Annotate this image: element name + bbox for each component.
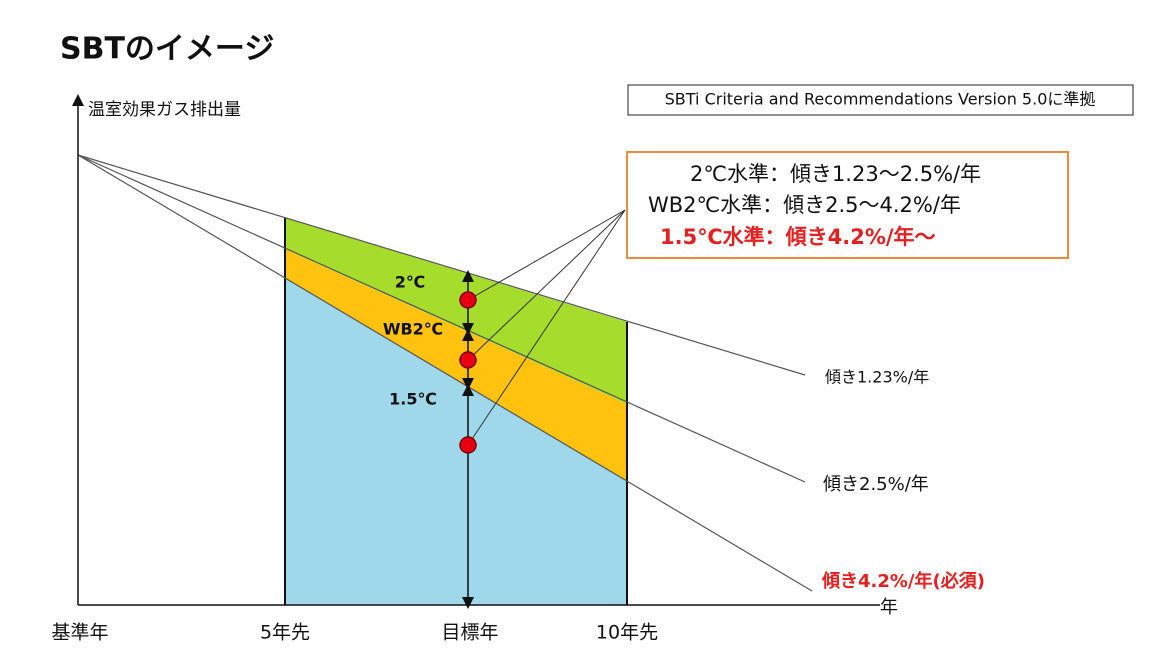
callout-text: 1.5℃水準：傾き4.2%/年～ xyxy=(660,225,936,249)
marker xyxy=(459,291,477,309)
x-label: 基準年 xyxy=(51,622,108,644)
band-label: WB2℃ xyxy=(383,320,443,339)
x-label: 10年先 xyxy=(596,622,658,644)
marker xyxy=(459,351,477,369)
slope-label: 傾き1.23%/年 xyxy=(825,368,929,387)
callout-line xyxy=(467,209,626,301)
callout-box xyxy=(626,151,1069,259)
callout-line xyxy=(467,209,626,361)
y-axis-label: 温室効果ガス排出量 xyxy=(88,100,241,120)
band-label: 2℃ xyxy=(395,273,426,292)
x-label: 5年先 xyxy=(260,622,310,644)
x-label: 目標年 xyxy=(441,622,498,644)
callout-line xyxy=(467,209,626,446)
band-wb2c xyxy=(285,249,627,481)
markers xyxy=(459,291,477,454)
band-2c xyxy=(285,218,627,404)
callout-text: WB2℃水準：傾き2.5～4.2%/年 xyxy=(648,193,961,217)
slope-label: 傾き4.2%/年(必須) xyxy=(821,570,985,592)
x-axis-label: 年 xyxy=(880,597,898,618)
marker xyxy=(459,436,477,454)
slope-lines xyxy=(77,154,813,592)
callout-lines xyxy=(467,209,626,446)
slope-line xyxy=(77,154,813,592)
band-15c xyxy=(285,278,627,605)
slope-line xyxy=(77,154,806,376)
note: SBTi Criteria and Recommendations Versio… xyxy=(665,90,1096,109)
slope-line xyxy=(77,154,806,483)
note-box xyxy=(627,84,1134,116)
band-label: 1.5℃ xyxy=(389,390,437,409)
title: SBTのイメージ xyxy=(60,32,274,67)
callout-text: 2℃水準：傾き1.23～2.5%/年 xyxy=(690,162,981,186)
slope-label: 傾き2.5%/年 xyxy=(823,474,929,495)
